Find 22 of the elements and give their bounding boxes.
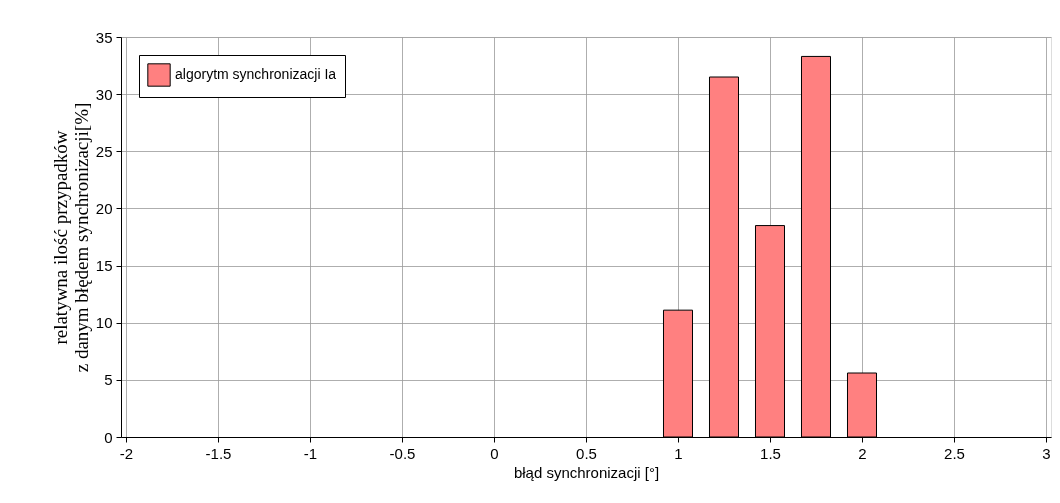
x-tick-label: 2 [858, 444, 867, 462]
y-tick-label: 35 [95, 28, 113, 46]
y-tick-label: 15 [95, 257, 113, 275]
y-tick-label: 5 [104, 371, 113, 389]
x-tick-label: -1 [303, 444, 318, 462]
y-tick-label: 20 [95, 199, 113, 217]
x-tick-label: -2 [119, 444, 134, 462]
legend-label: algorytm synchronizacji Ia [175, 66, 337, 82]
x-tick-label: -0.5 [389, 444, 416, 462]
x-axis-title: błąd synchronizacji [°] [513, 463, 660, 481]
x-tick-label: 1 [674, 444, 683, 462]
x-tick-label: -1.5 [205, 444, 232, 462]
y-axis-title: relatywna ilość przypadków z danym błędem synchronizacji[%] [49, 102, 92, 373]
y-tick-label: 30 [95, 85, 113, 103]
x-tick-label: 3 [1042, 444, 1051, 462]
y-tick-label: 10 [95, 314, 113, 332]
y-tick-label: 25 [95, 142, 113, 160]
y-tick-label: 0 [104, 428, 113, 446]
x-tick-label: 0.5 [576, 444, 597, 462]
x-tick-label: 2.5 [944, 444, 965, 462]
x-tick-label: 1.5 [760, 444, 781, 462]
x-tick-label: 0 [490, 444, 499, 462]
